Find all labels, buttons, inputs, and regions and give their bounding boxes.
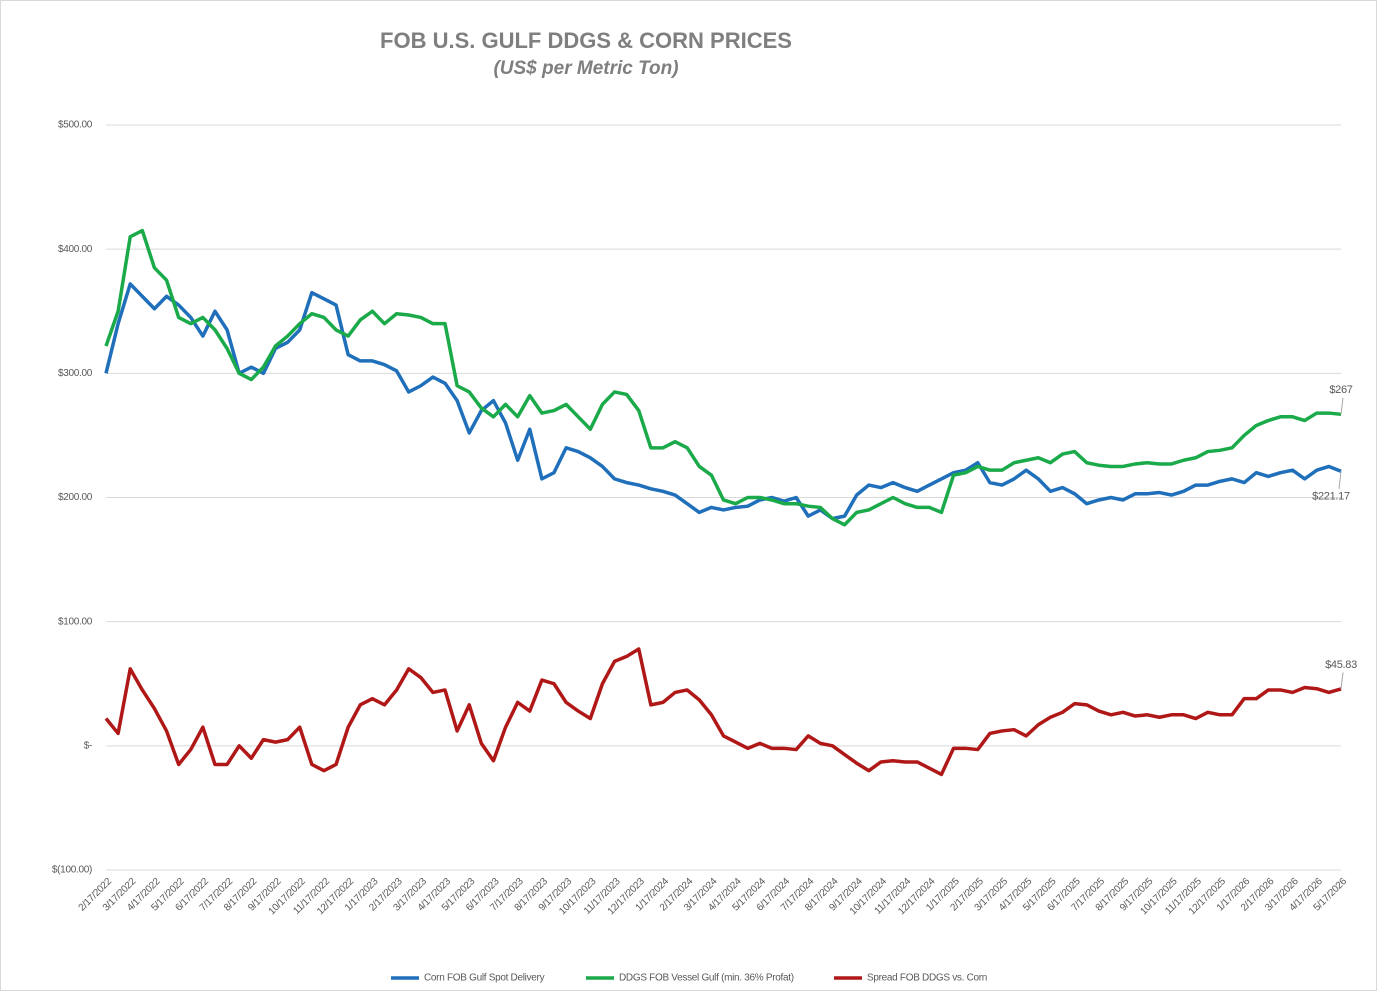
legend-label: Spread FOB DDGS vs. Corn [867, 973, 987, 984]
y-tick-label: $100.00 [58, 616, 93, 627]
y-tick-label: $200.00 [58, 492, 93, 503]
chart-title: FOB U.S. GULF DDGS & CORN PRICES [380, 28, 792, 53]
y-tick-label: $500.00 [58, 120, 93, 131]
legend-label: DDGS FOB Vessel Gulf (min. 36% Profat) [619, 973, 794, 984]
y-tick-label: $(100.00) [52, 865, 92, 876]
chart-subtitle: (US$ per Metric Ton) [493, 58, 678, 79]
y-tick-label: $400.00 [58, 244, 93, 255]
series-line [104, 282, 1342, 521]
y-tick-label: $300.00 [58, 368, 93, 379]
leader-line [1340, 397, 1344, 415]
series-line [104, 647, 1342, 777]
y-tick-label: $- [84, 740, 92, 751]
legend-label: Corn FOB Gulf Spot Delivery [424, 973, 545, 984]
leader-line [1338, 471, 1342, 489]
data-label: $45.83 [1325, 659, 1357, 671]
data-label: $267 [1329, 384, 1352, 396]
data-label: $221.17 [1312, 491, 1350, 503]
series-line [104, 228, 1342, 527]
leader-line [1340, 672, 1344, 689]
